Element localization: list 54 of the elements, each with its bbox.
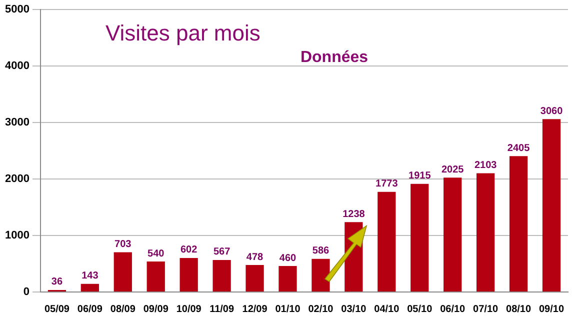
x-tick-label: 06/10 <box>440 304 466 315</box>
bar <box>114 252 132 292</box>
bar <box>542 119 561 292</box>
text: Visites par mois <box>105 20 260 46</box>
data-label: 1773 <box>376 178 398 190</box>
data-label: 460 <box>279 252 297 264</box>
data-label: 478 <box>246 252 264 263</box>
bar <box>444 178 462 292</box>
x-tick-label: 10/09 <box>176 304 202 315</box>
bar <box>212 260 231 292</box>
data-label: 586 <box>312 246 330 257</box>
bar <box>312 258 330 292</box>
x-tick-label: 04/10 <box>374 304 400 315</box>
data-label: 3060 <box>540 106 564 117</box>
data-label: 602 <box>180 244 198 256</box>
x-tick-label: 09/09 <box>143 304 169 315</box>
y-tick-label: 4000 <box>4 60 30 72</box>
text: Données <box>300 49 368 66</box>
bar <box>246 265 264 292</box>
data-label: 1238 <box>342 208 366 220</box>
x-tick-label: 01/10 <box>275 304 301 315</box>
bar <box>476 173 495 292</box>
x-tick-label: 07/10 <box>473 304 499 315</box>
data-label: 143 <box>82 270 99 282</box>
data-label: 703 <box>114 239 132 250</box>
data-label: 2025 <box>441 164 464 176</box>
x-tick-label: 09/10 <box>539 304 564 315</box>
data-label: 1915 <box>408 170 432 182</box>
y-tick-label: 3000 <box>4 116 30 129</box>
y-tick-label: 5000 <box>4 4 30 16</box>
x-tick-label: 02/10 <box>308 304 334 315</box>
bar <box>180 258 198 292</box>
y-tick-label: 0 <box>23 286 30 298</box>
data-label: 36 <box>51 276 63 288</box>
x-tick-label: 12/09 <box>242 304 268 315</box>
bar <box>410 184 429 292</box>
bar <box>278 266 297 292</box>
x-tick-label: 03/10 <box>341 304 367 315</box>
data-label: 2405 <box>507 142 530 154</box>
bar <box>509 156 528 292</box>
bar <box>80 284 99 292</box>
x-tick-label: 08/10 <box>506 304 532 315</box>
bar <box>378 192 396 292</box>
data-label: 540 <box>148 248 165 260</box>
y-tick-label: 2000 <box>4 173 30 186</box>
data-label: 2103 <box>474 160 498 171</box>
y-tick-label: 1000 <box>4 230 30 242</box>
x-tick-label: 05/09 <box>44 304 70 315</box>
x-tick-label: 05/10 <box>407 304 433 315</box>
x-tick-label: 08/09 <box>110 304 136 315</box>
x-tick-label: 11/09 <box>210 304 234 315</box>
bar <box>146 262 165 292</box>
data-label: 567 <box>213 246 231 258</box>
x-tick-label: 06/09 <box>77 304 103 315</box>
